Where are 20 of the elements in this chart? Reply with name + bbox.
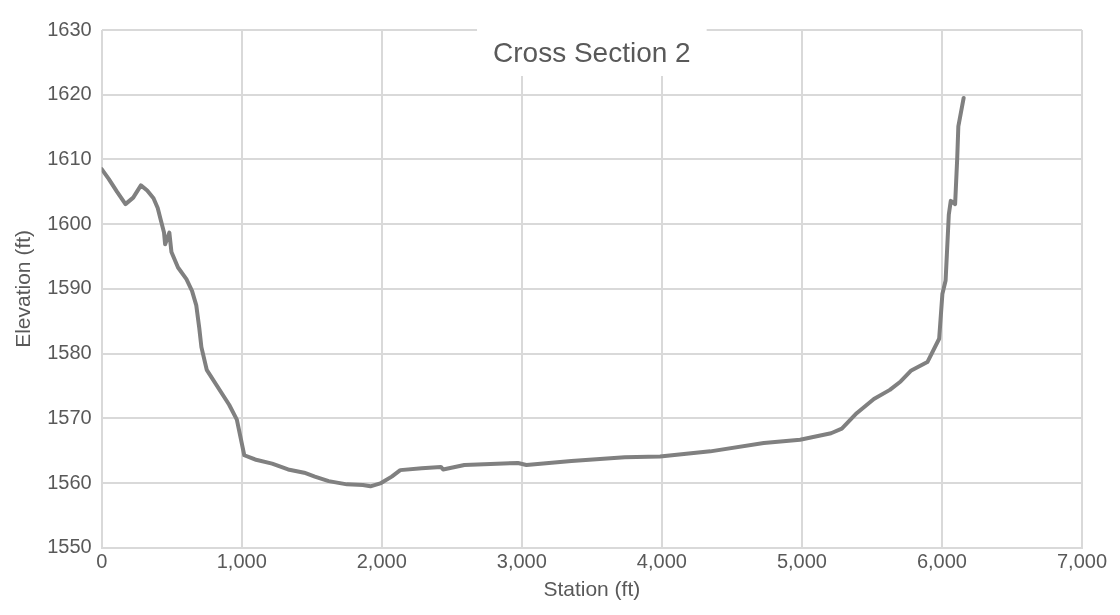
y-tick-label: 1560 — [47, 470, 92, 493]
x-tick-label: 5,000 — [776, 550, 827, 573]
x-tick-label: 1,000 — [216, 550, 267, 573]
y-tick-label: 1610 — [47, 146, 92, 169]
y-tick-label: 1620 — [47, 82, 92, 105]
x-tick-label: 7,000 — [1056, 550, 1108, 573]
y-axis-title: Elevation (ft) — [11, 229, 35, 348]
x-tick-label: 0 — [96, 550, 108, 573]
x-tick-label: 4,000 — [636, 550, 687, 573]
y-tick-label: 1580 — [47, 341, 92, 364]
y-tick-label: 1590 — [47, 276, 92, 299]
chart-title: Cross Section 2 — [493, 36, 691, 68]
y-tick-label: 1630 — [47, 17, 92, 40]
y-tick-label: 1570 — [47, 405, 92, 428]
y-tick-label: 1550 — [47, 535, 92, 558]
y-tick-label: 1600 — [47, 211, 92, 234]
x-tick-label: 2,000 — [356, 550, 407, 573]
x-tick-label: 3,000 — [496, 550, 547, 573]
x-axis-title: Station (ft) — [543, 577, 641, 601]
x-tick-label: 6,000 — [916, 550, 967, 573]
